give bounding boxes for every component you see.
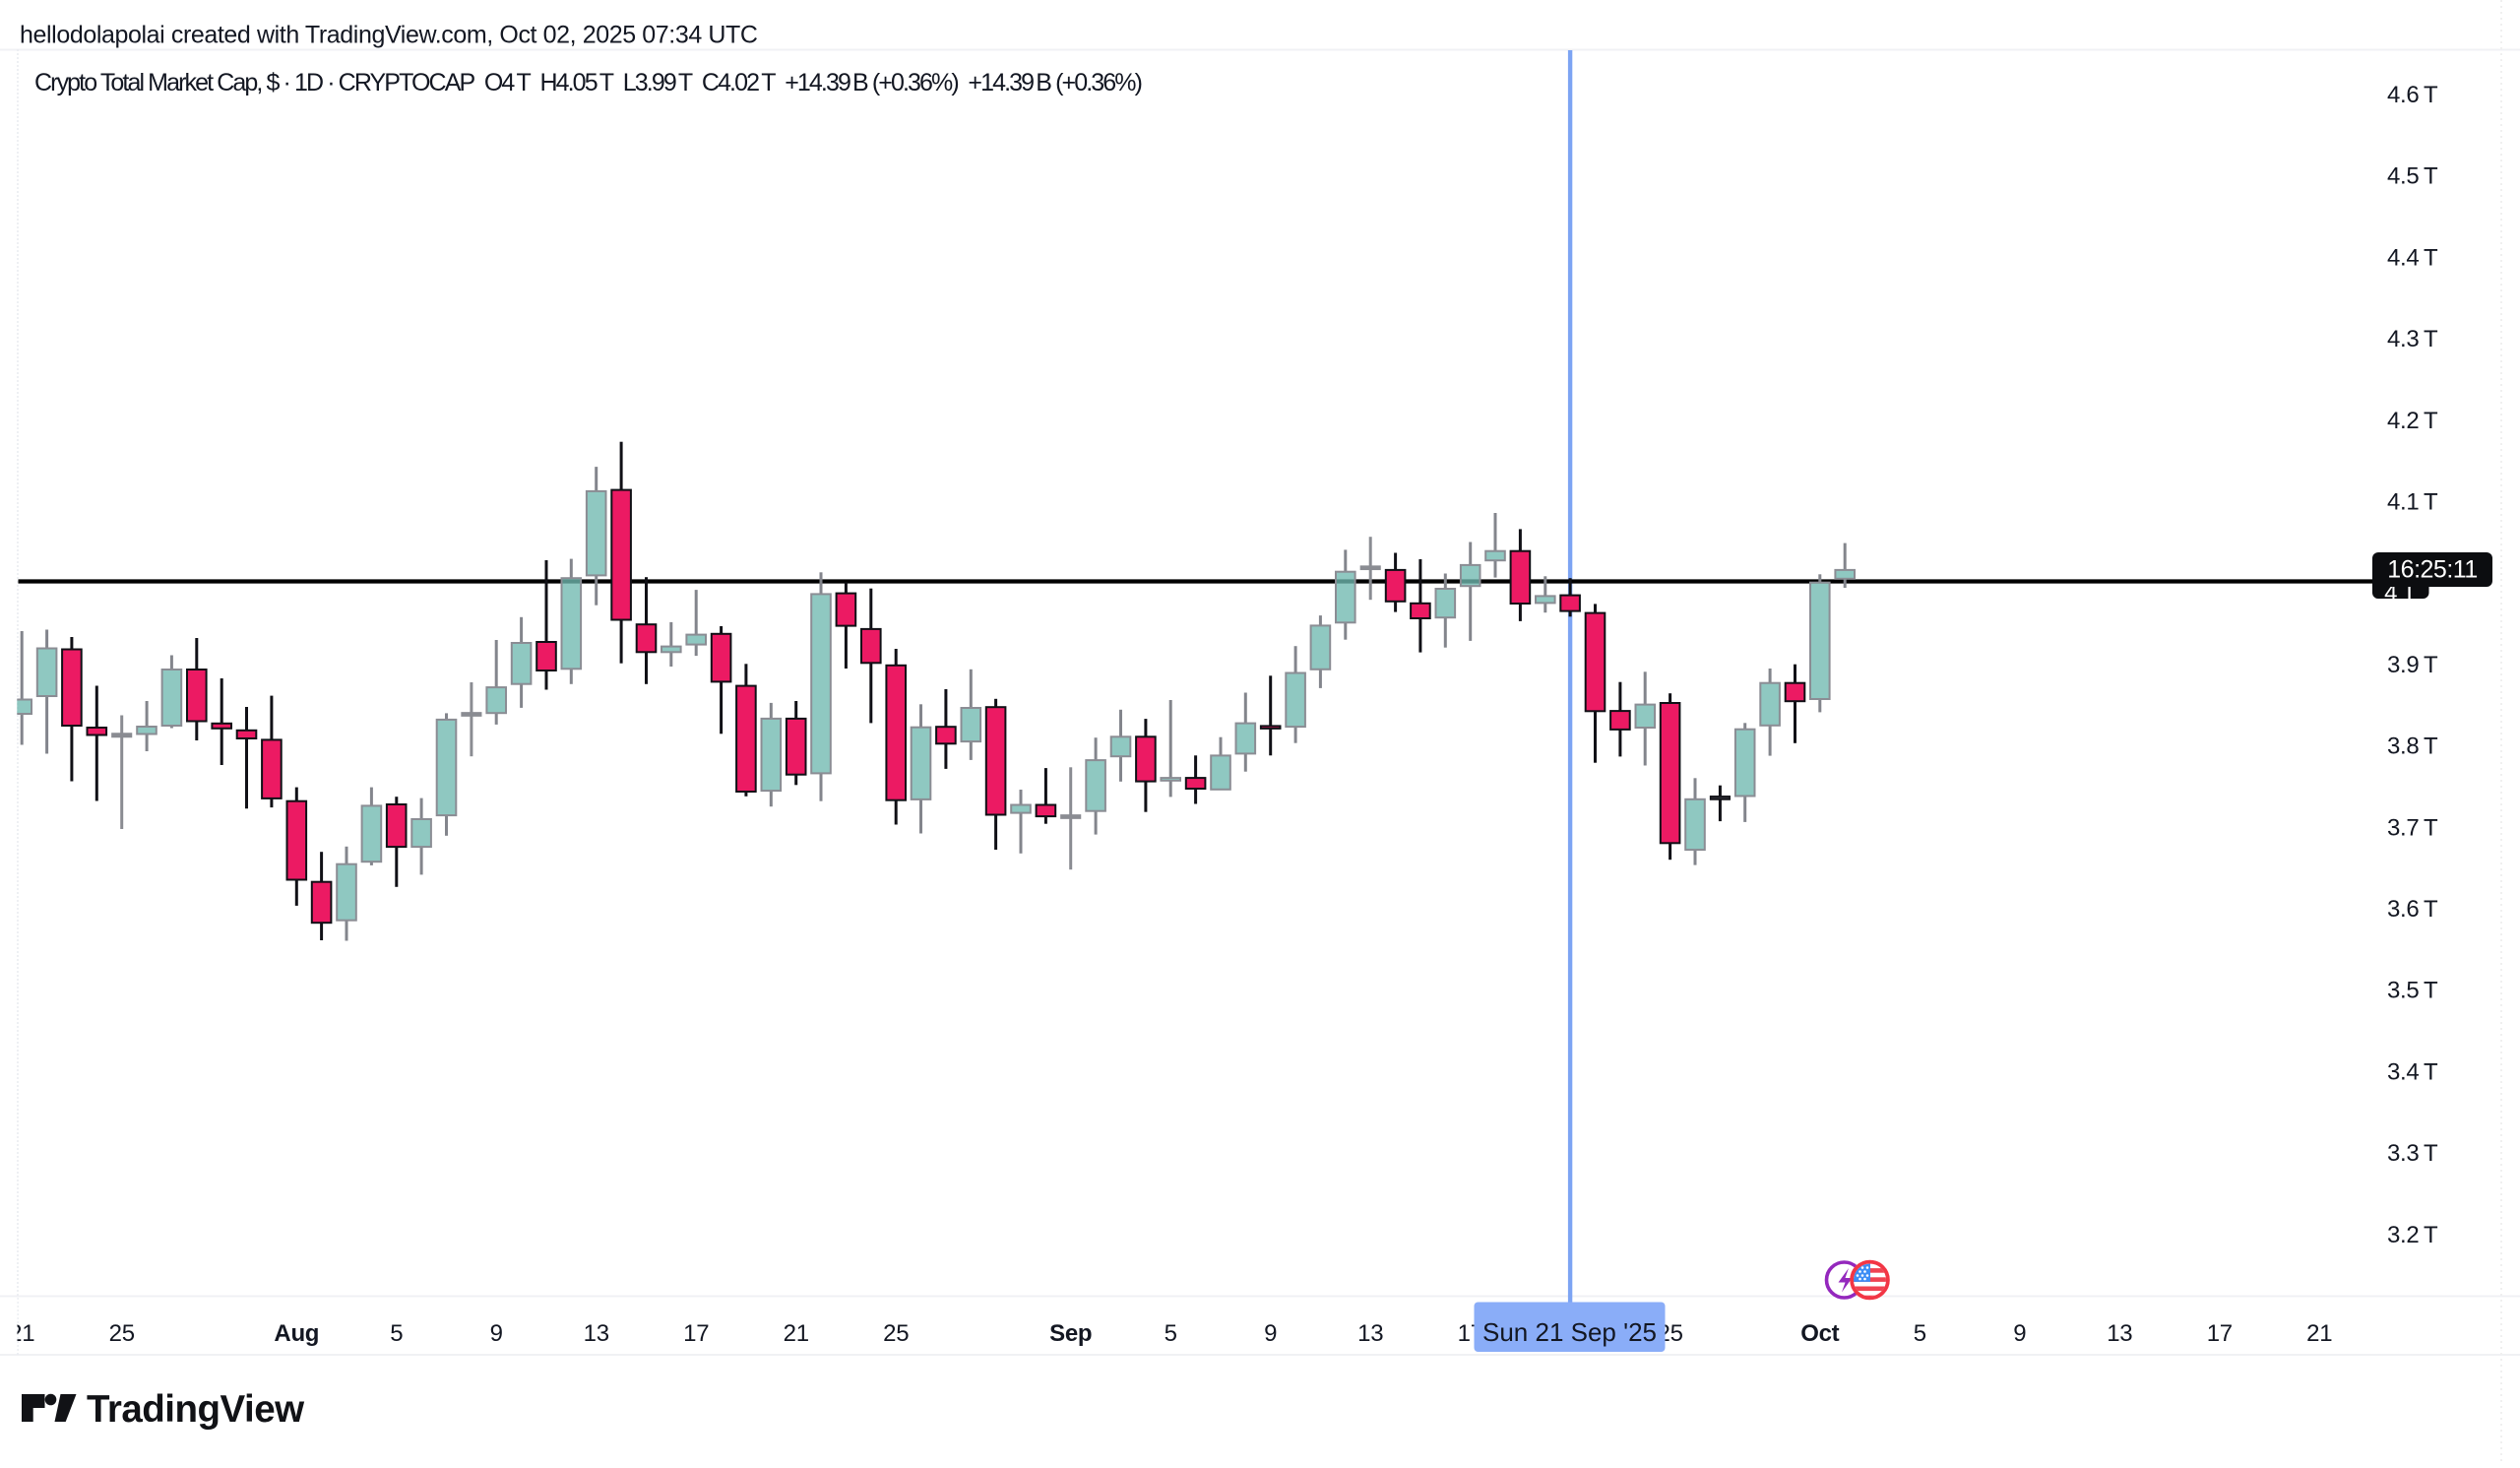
- svg-text:3.7 T: 3.7 T: [2387, 814, 2438, 841]
- svg-text:9: 9: [490, 1320, 503, 1347]
- svg-text:Sep: Sep: [1049, 1320, 1092, 1347]
- svg-text:9: 9: [1264, 1320, 1277, 1347]
- svg-text:21: 21: [2306, 1320, 2332, 1347]
- svg-text:Aug: Aug: [274, 1320, 319, 1347]
- svg-text:Oct: Oct: [1800, 1320, 1839, 1347]
- svg-text:4.6 T: 4.6 T: [2387, 82, 2438, 108]
- svg-text:4.1 T: 4.1 T: [2387, 489, 2438, 516]
- svg-text:25: 25: [883, 1320, 909, 1347]
- svg-text:TradingView: TradingView: [87, 1388, 305, 1431]
- svg-text:4.4 T: 4.4 T: [2387, 244, 2438, 271]
- svg-text:17: 17: [683, 1320, 709, 1347]
- svg-text:Sun 21 Sep '25: Sun 21 Sep '25: [1482, 1317, 1657, 1347]
- svg-text:Crypto Total Market Cap, $ · 1: Crypto Total Market Cap, $ · 1D · CRYPTO…: [34, 69, 1142, 96]
- svg-text:13: 13: [1357, 1320, 1383, 1347]
- svg-text:16:25:11: 16:25:11: [2387, 556, 2477, 584]
- svg-text:9: 9: [2013, 1320, 2026, 1347]
- svg-text:5: 5: [1914, 1320, 1926, 1347]
- svg-text:5: 5: [390, 1320, 403, 1347]
- svg-text:3.3 T: 3.3 T: [2387, 1140, 2438, 1167]
- svg-text:3.2 T: 3.2 T: [2387, 1222, 2438, 1248]
- svg-text:25: 25: [109, 1320, 135, 1347]
- svg-text:4.5 T: 4.5 T: [2387, 163, 2438, 190]
- svg-text:hellodolapolai created with Tr: hellodolapolai created with TradingView.…: [20, 22, 758, 49]
- svg-text:3.8 T: 3.8 T: [2387, 734, 2438, 760]
- svg-text:3.4 T: 3.4 T: [2387, 1058, 2438, 1085]
- svg-text:4.3 T: 4.3 T: [2387, 326, 2438, 352]
- svg-text:3.5 T: 3.5 T: [2387, 978, 2438, 1004]
- svg-text:17: 17: [2207, 1320, 2233, 1347]
- svg-text:4.2 T: 4.2 T: [2387, 408, 2438, 434]
- svg-text:3.9 T: 3.9 T: [2387, 652, 2438, 678]
- svg-text:5: 5: [1165, 1320, 1177, 1347]
- svg-text:13: 13: [584, 1320, 609, 1347]
- svg-text:13: 13: [2107, 1320, 2132, 1347]
- svg-text:3.6 T: 3.6 T: [2387, 896, 2438, 923]
- svg-text:21: 21: [784, 1320, 809, 1347]
